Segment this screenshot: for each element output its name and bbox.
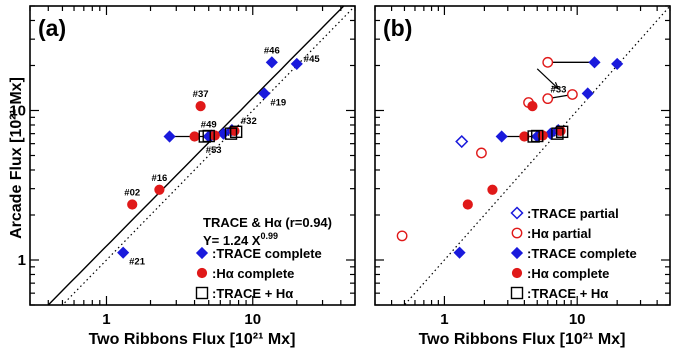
panel-a-point-label-0-5: #32 (241, 116, 257, 127)
panel-b-xtick-label-0: 1 (440, 311, 448, 328)
panel-b-series-1-point-4 (542, 93, 554, 105)
panel-b-series-3-point-3 (527, 101, 538, 112)
panel-b-series-1-point-3 (542, 56, 554, 68)
panel-a-legend-marker-1 (196, 267, 208, 279)
panel-b-xtick-label-1: 10 (569, 311, 586, 328)
panel-b-series-2-point-1 (495, 130, 508, 143)
panel-b-series-2-point-7 (611, 57, 624, 70)
panel-a-point-label-0-6: #19 (270, 97, 286, 108)
panel-b-marks (396, 56, 624, 259)
panel-b-x-axis-title: Two Ribbons Flux [10²¹ Mx] (419, 331, 626, 348)
panel-a-series-0-point-8 (290, 57, 303, 70)
panel-a-series-2-point-1 (202, 129, 215, 143)
panel-b-series-4-point-3 (555, 125, 569, 139)
panel-b-ticks: 1 10 (374, 5, 671, 328)
panel-b-series-2-point-6 (588, 56, 601, 69)
panel-a-label: (a) (38, 15, 66, 41)
panel-b-legend: :TRACE partial :Hα partial :TRACE complete… (510, 206, 637, 301)
panel-b-identity-line (403, 6, 670, 305)
y-axis-title: Arcade Flux [10²¹ Mx] (8, 77, 25, 239)
panel-a-point-label-0-0: #21 (129, 257, 146, 268)
panel-a-point-labels: #21 #49 #32 #19 #46 #45 #02 #16 #37 #53 (124, 45, 320, 267)
panel-b-series-1-point-5 (566, 89, 578, 100)
panel-b-legend-label-1: :Hα partial (527, 226, 591, 241)
panel-a-marks (117, 56, 303, 259)
panel-a-point-label-0-7: #46 (264, 45, 280, 56)
panel-b-label: (b) (383, 15, 412, 41)
panel-a-series-0-point-7 (265, 56, 278, 69)
panel-b-legend-marker-2 (510, 246, 524, 260)
panel-a-series-1-point-1 (154, 184, 165, 195)
panel-a-fit-line (47, 6, 345, 305)
panel-a-series-2-point-3 (229, 125, 243, 139)
panel-b-series-2-point-0 (453, 246, 466, 259)
panel-a-series-0-point-0 (117, 246, 130, 259)
panel-b-series-3-point-2 (519, 131, 530, 142)
fit-equation-base: Y= 1.24 X (203, 233, 261, 248)
panel-a-point-label-0-2: #49 (201, 119, 217, 130)
panel-b-legend-marker-0 (510, 206, 524, 220)
panel-a: 1 10 1 10 #21 #49 #32 #19 #46 #45 #02 #16 #37 #53 (a… (9, 5, 356, 348)
panel-b-series-3-point-1 (487, 184, 498, 195)
panel-a-x-axis-title: Two Ribbons Flux [10²¹ Mx] (89, 331, 296, 348)
panel-a-legend-marker-0 (195, 246, 209, 260)
panel-a-series-0-point-6 (258, 87, 271, 100)
panel-b-series-1-point-1 (476, 147, 487, 159)
panel-a-ytick-label-0: 1 (18, 252, 26, 269)
panel-a-series-1-point-3 (195, 101, 206, 112)
panel-a-legend-label-2: :TRACE + Hα (212, 286, 293, 301)
panel-b-annotation-label: #33 (551, 84, 567, 95)
panel-a-fit-equation: Y= 1.24 X0.99 (203, 231, 278, 248)
panel-b-annotation-arrowhead (551, 82, 560, 90)
panel-b-legend-label-4: :TRACE + Hα (527, 286, 608, 301)
panel-a-point-label-1-1: #16 (151, 173, 167, 184)
panel-a-point-label-0-8: #45 (304, 54, 321, 65)
panel-a-series-1-point-0 (127, 199, 138, 210)
panel-b-series-0-point-0 (455, 134, 469, 149)
panel-a-point-label-1-0: #02 (124, 188, 140, 199)
panel-a-xtick-label-1: 10 (244, 311, 261, 328)
panel-b-point-labels: #33 (536, 68, 567, 95)
panel-b-legend-marker-1 (511, 227, 523, 239)
panel-a-fit-text: TRACE & Hα (r=0.94) (203, 215, 332, 230)
panel-b-series-1-point-0 (396, 230, 408, 242)
panel-b-series-3-point-0 (462, 199, 473, 210)
panel-b-legend-label-0: :TRACE partial (527, 206, 619, 221)
panel-a-legend: :TRACE complete :Hα complete :TRACE + Hα (195, 246, 322, 301)
panel-b-legend-marker-4 (510, 286, 524, 300)
panel-a-legend-label-0: :TRACE complete (212, 246, 322, 261)
panel-a-xtick-label-0: 1 (102, 311, 110, 328)
panel-a-point-label-1-3: #37 (193, 89, 209, 100)
panel-a-series-0-point-1 (163, 130, 176, 143)
panel-b-series-2-point-5 (581, 87, 594, 100)
panel-a-identity-line (61, 6, 355, 305)
panel-b-series-4-point-2 (551, 127, 564, 140)
panel-a-legend-label-1: :Hα complete (212, 266, 294, 281)
panel-b: 1 10 #33 (b) :TRACE partial:Hα partial:TR… (374, 5, 671, 348)
panel-b-annotation-arrow (536, 68, 559, 90)
panel-b-lines (403, 6, 670, 305)
panel-a-ytick-label-1: 10 (9, 102, 26, 119)
panel-a-lines (47, 6, 355, 305)
fit-equation-exponent: 0.99 (260, 231, 278, 241)
panel-b-legend-label-3: :Hα complete (527, 266, 609, 281)
panel-a-legend-marker-2 (195, 286, 209, 300)
panel-b-legend-marker-3 (511, 267, 523, 279)
panel-b-series-4-point-1 (531, 129, 544, 143)
panel-a-ticks: 1 10 1 10 (9, 5, 356, 328)
panel-a-point-label-2-1: #53 (206, 145, 222, 156)
panel-b-legend-label-2: :TRACE complete (527, 246, 637, 261)
panel-a-series-1-point-2 (189, 131, 200, 142)
